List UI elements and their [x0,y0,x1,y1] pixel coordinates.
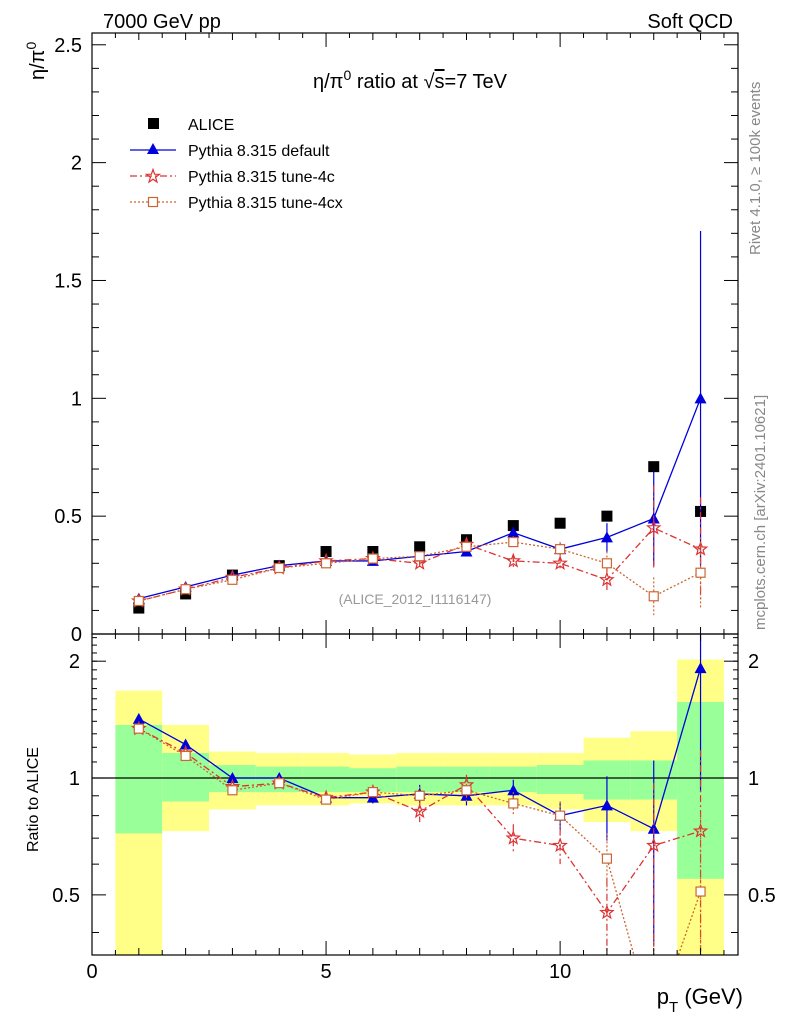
data-point-default [694,662,707,674]
data-point-tune4cx [180,750,191,762]
ratio-y-tick-label-left: 0.5 [52,885,80,907]
data-point-alice [133,602,145,614]
x-axis-label: pT (GeV) [657,984,743,1016]
data-point-tune4c [552,837,568,853]
legend-label-alice: ALICE [188,117,234,134]
data-point-alice [554,517,566,529]
axes: 0 5 10 0 0.5 1 1.5 2 2.5 0.5 0.5 1 1 2 2 [52,32,776,983]
data-point-tune4c [599,571,615,587]
header-right: Soft QCD [647,11,733,33]
data-point-tune4c [505,552,522,568]
data-point-default [132,712,145,724]
data-point-tune4cx [274,778,285,789]
main-series [130,230,709,616]
data-point-tune4cx [648,591,659,602]
data-point-tune4cx [367,786,378,798]
ratio-band-inner [162,753,210,802]
data-point-tune4cx [133,595,144,607]
ratio-band-inner [115,724,163,834]
data-point-tune4cx [461,785,472,796]
x-tick-label: 5 [320,961,331,983]
data-point-tune4c [552,555,568,571]
data-point-tune4c [692,541,709,556]
ratio-bands [92,659,738,955]
x-tick-label: 0 [86,961,97,983]
ratio-y-tick-label-left: 2 [69,651,80,673]
legend-marker-alice [148,118,159,129]
data-point-tune4cx [695,567,706,578]
ratio-y-tick-label-left: 1 [69,768,80,790]
data-point-default [179,738,192,750]
ratio-band-inner [349,768,397,793]
data-point-tune4cx [180,584,191,595]
data-point-tune4cx [555,544,566,555]
data-point-alice [507,520,519,532]
chart-title: η/π0 ratio at √s=7 TeV [313,67,508,93]
legend-label-default: Pythia 8.315 default [188,143,330,160]
y-tick-label: 2 [71,153,82,175]
data-point-tune4cx [414,551,425,562]
ratio-y-tick-label-right: 0.5 [748,885,776,907]
ratio-y-axis-label: Ratio to ALICE [25,747,42,852]
data-point-tune4c [646,519,662,535]
ratio-series [130,634,709,955]
data-point-default [600,531,613,543]
ratio-y-tick-label-right: 1 [748,768,759,790]
data-point-tune4cx [274,562,285,574]
data-point-alice [601,510,613,522]
data-point-default [694,392,707,404]
y-tick-label: 1.5 [54,270,82,292]
y-tick-label: 0.5 [54,506,82,528]
legend-label-tune4c: Pythia 8.315 tune-4c [188,169,335,186]
data-point-tune4c [599,904,615,920]
data-point-tune4cx [601,853,613,864]
data-point-tune4cx [367,553,378,564]
data-point-default [600,799,613,811]
rivet-label: Rivet 4.1.0, ≥ 100k events [747,82,764,255]
data-point-tune4cx [414,790,425,801]
legend-marker-tune4cx [147,196,159,208]
ratio-series-clip [130,634,709,955]
data-point-tune4c [646,837,662,853]
data-point-tune4cx [227,785,238,796]
data-point-default [507,784,520,796]
data-point-tune4cx [133,723,144,734]
data-point-tune4cx [601,558,613,569]
ratio-y-tick-label-right: 2 [748,651,759,673]
data-point-tune4cx [695,886,706,897]
legend: ALICE Pythia 8.315 default Pythia 8.315 … [130,117,343,212]
data-point-alice [320,546,332,558]
data-point-tune4cx [508,798,519,809]
legend-marker-tune4c [144,167,162,184]
legend-label-tune4cx: Pythia 8.315 tune-4cx [188,195,343,212]
data-point-default [507,526,520,538]
data-point-tune4c [505,830,522,845]
ratio-band-inner [536,765,584,794]
data-point-alice [648,461,660,473]
ratio-plot-frame [91,633,739,956]
y-tick-label: 1 [71,388,82,410]
data-point-tune4c [411,803,428,819]
data-point-tune4cx [461,541,472,552]
data-point-tune4cx [320,558,332,569]
data-point-tune4cx [227,574,238,585]
legend-marker-default [147,143,159,154]
header-left: 7000 GeV pp [103,11,221,33]
data-point-alice [414,541,426,553]
y-axis-label: η/π0 [23,42,49,80]
mcplots-label: mcplots.cern.ch [arXiv:2401.10621] [752,395,769,630]
y-tick-label: 2.5 [54,35,82,57]
data-point-tune4cx [555,810,566,821]
data-point-tune4cx [508,536,519,548]
watermark-label: (ALICE_2012_I1116147) [339,591,492,607]
y-tick-label: 0 [71,624,82,646]
x-tick-label: 10 [549,961,571,983]
ratio-band-inner [302,766,350,793]
data-point-default [226,772,239,784]
data-point-tune4cx [320,794,332,805]
